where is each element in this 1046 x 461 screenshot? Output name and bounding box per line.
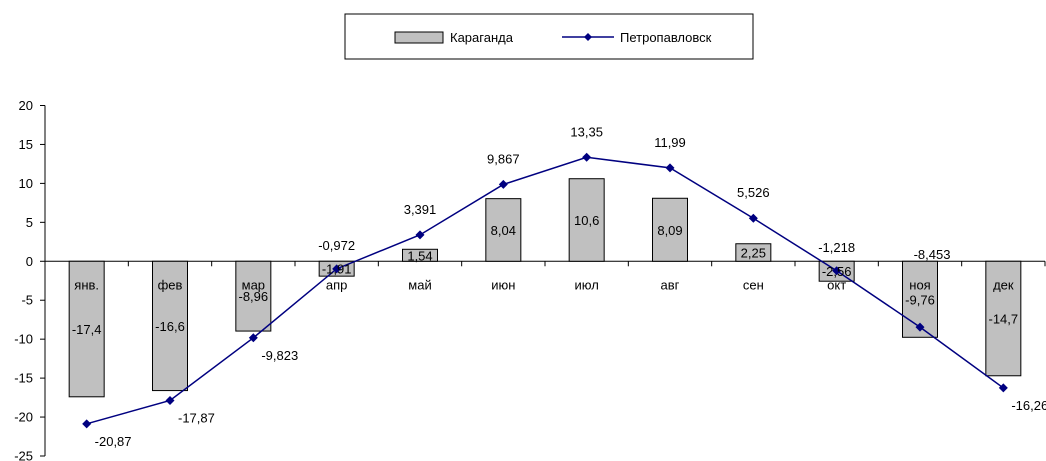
y-tick-label: 15	[19, 137, 33, 152]
line-marker	[498, 179, 508, 189]
category-label: ноя	[909, 277, 930, 292]
y-tick-label: 5	[26, 215, 33, 230]
line-marker	[165, 395, 175, 405]
bar	[152, 260, 188, 392]
line-marker	[415, 230, 425, 240]
bar-value-label: -17,4	[72, 322, 102, 337]
bar-value-label: -14,7	[989, 312, 1019, 327]
bar-value-label: 8,09	[657, 223, 682, 238]
line-value-label: 3,391	[404, 202, 437, 217]
line-series	[82, 152, 1008, 429]
bar-value-label: -1,91	[322, 262, 352, 277]
bar	[402, 248, 438, 262]
bar-value-label: 10,6	[574, 213, 599, 228]
category-label: июл	[575, 277, 599, 292]
category-label: май	[408, 277, 431, 292]
data-labels: янв. фев мар апр май июн июл авг сен окт ноя дек -17…	[72, 124, 1046, 449]
axes: 20 15 10 5 0 -5 -10 -15 -20 -25	[14, 98, 1046, 461]
y-tick-label: -15	[14, 371, 33, 386]
line-marker	[82, 419, 92, 429]
legend-swatch-bar	[394, 31, 444, 44]
line-marker	[998, 383, 1008, 393]
bar-value-label: -16,6	[155, 319, 185, 334]
line-marker	[248, 333, 258, 343]
bar	[68, 260, 105, 398]
line-value-label: 9,867	[487, 151, 520, 166]
category-label: авг	[661, 277, 680, 292]
line-marker	[915, 322, 925, 332]
bar-value-label: 2,25	[741, 246, 766, 261]
line-value-label: 5,526	[737, 185, 770, 200]
legend: Караганда Петропавловск	[344, 13, 754, 60]
bar-value-label: -8,96	[239, 289, 269, 304]
line-marker	[832, 266, 842, 276]
line-marker	[582, 152, 592, 162]
y-tick-label: 0	[26, 254, 33, 269]
category-label: фев	[158, 277, 183, 292]
bar-value-label: -9,76	[905, 292, 935, 307]
line-marker	[332, 264, 342, 274]
y-tick-label: -5	[21, 293, 33, 308]
y-tick-label: -10	[14, 332, 33, 347]
line-marker	[665, 163, 675, 173]
line-value-label: 11,99	[654, 135, 686, 150]
line-value-label: -0,972	[318, 238, 355, 253]
bar-value-label: 8,04	[491, 223, 516, 238]
line-marker	[748, 213, 758, 223]
category-label: сен	[743, 277, 764, 292]
bar	[985, 260, 1022, 377]
y-tick-label: -25	[14, 449, 33, 461]
line-path	[86, 156, 1004, 425]
line-value-label: -1,218	[818, 240, 855, 255]
legend-label-petropavlovsk: Петропавловск	[620, 30, 712, 45]
category-label: мар	[242, 277, 265, 292]
line-value-label: -17,87	[178, 410, 215, 425]
bar-series	[68, 178, 1022, 398]
legend-swatch-marker	[584, 33, 592, 41]
y-tick-label: -20	[14, 410, 33, 425]
category-label: июн	[491, 277, 515, 292]
bar	[652, 197, 688, 262]
legend-label-karaganda: Караганда	[450, 30, 514, 45]
line-value-label: -20,87	[95, 434, 132, 449]
category-label: дек	[993, 277, 1014, 292]
bar	[568, 178, 605, 262]
line-value-label: -9,823	[261, 348, 298, 363]
category-label: апр	[326, 277, 348, 292]
category-label: окт	[827, 277, 846, 292]
category-label: янв.	[74, 277, 99, 292]
bar	[235, 260, 272, 332]
bar	[735, 243, 772, 262]
line-value-label: -8,453	[914, 247, 951, 262]
line-value-label: -16,26	[1011, 398, 1046, 413]
bar-value-label: 1,54	[407, 248, 432, 263]
bar	[485, 198, 522, 262]
bar-value-label: -2,56	[822, 264, 852, 279]
y-tick-label: 10	[19, 176, 33, 191]
y-tick-label: 20	[19, 98, 33, 113]
line-value-label: 13,35	[570, 124, 603, 139]
